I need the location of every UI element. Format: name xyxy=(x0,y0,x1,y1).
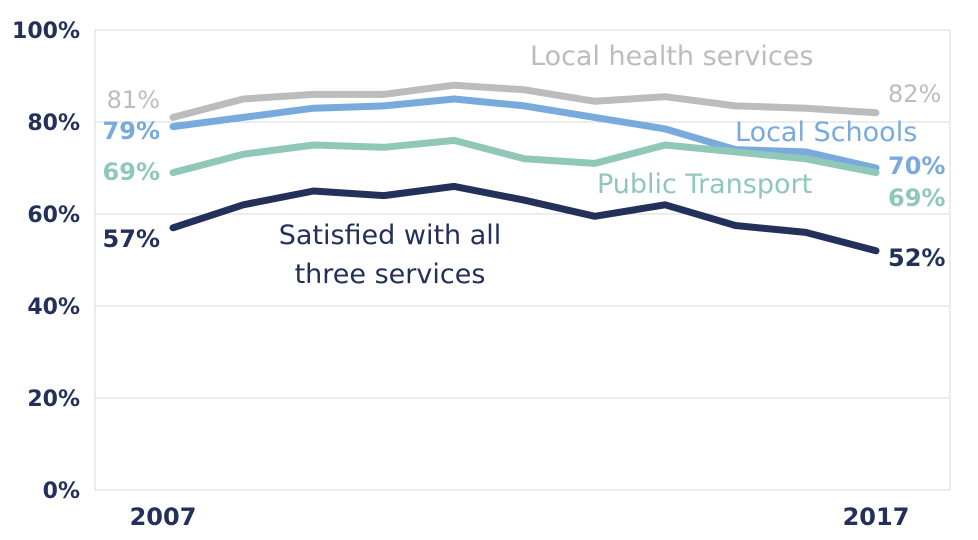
end-value-label: 82% xyxy=(888,80,941,108)
end-value-label: 52% xyxy=(888,244,945,272)
start-value-label: 81% xyxy=(107,86,160,114)
x-tick-label: 2007 xyxy=(130,503,197,531)
y-tick-label: 20% xyxy=(27,387,80,412)
series-annotation: Public Transport xyxy=(597,169,812,200)
series-annotation: Local health services xyxy=(530,41,813,72)
end-value-label: 70% xyxy=(888,152,945,180)
y-tick-label: 0% xyxy=(43,479,80,504)
y-tick-label: 40% xyxy=(27,295,80,320)
series-annotation: three services xyxy=(295,259,486,290)
y-tick-label: 60% xyxy=(27,203,80,228)
y-tick-label: 100% xyxy=(12,19,80,44)
start-value-label: 57% xyxy=(103,225,160,253)
x-tick-label: 2017 xyxy=(843,503,910,531)
series-annotation: Local Schools xyxy=(735,117,917,148)
plot-border xyxy=(94,29,951,491)
start-value-label: 69% xyxy=(103,158,160,186)
series-annotation: Satisfied with all xyxy=(279,220,502,251)
end-value-label: 69% xyxy=(888,184,945,212)
y-tick-label: 80% xyxy=(27,111,80,136)
start-value-label: 79% xyxy=(103,117,160,145)
